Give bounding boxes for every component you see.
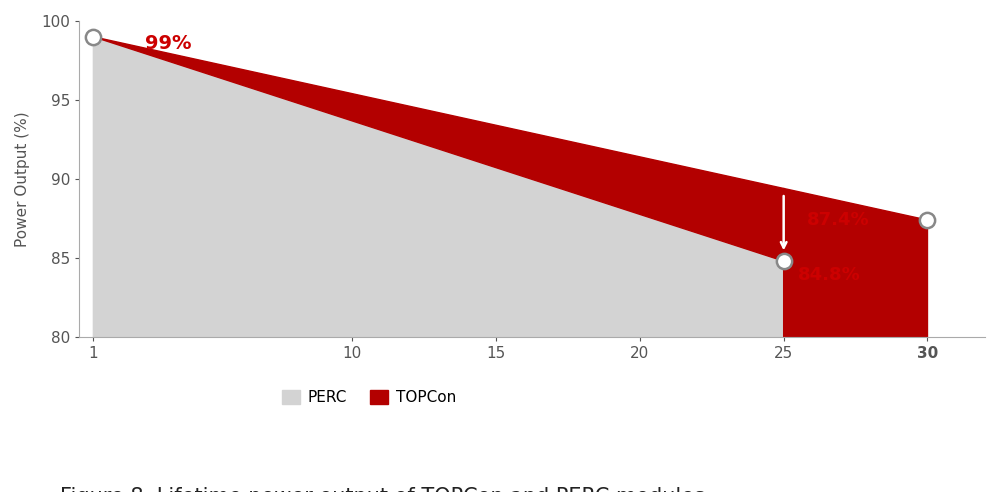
- Polygon shape: [784, 188, 927, 337]
- Legend: PERC, TOPCon: PERC, TOPCon: [276, 384, 462, 411]
- Text: 84.8%: 84.8%: [798, 266, 861, 284]
- Text: Figure 8. Lifetime power output of TOPCon and PERC modules: Figure 8. Lifetime power output of TOPCo…: [60, 487, 705, 492]
- Text: 87.4%: 87.4%: [807, 211, 869, 229]
- Y-axis label: Power Output (%): Power Output (%): [15, 111, 30, 247]
- Text: 99%: 99%: [145, 34, 192, 54]
- Polygon shape: [93, 37, 784, 337]
- Polygon shape: [93, 37, 784, 261]
